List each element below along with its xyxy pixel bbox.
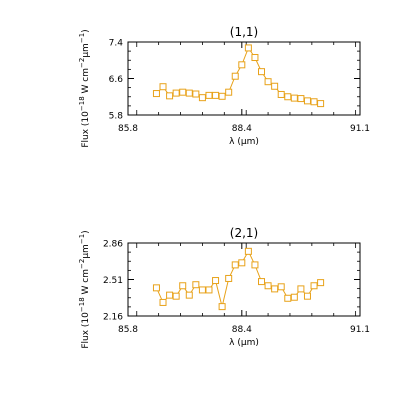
data-point bbox=[264, 78, 272, 86]
data-point bbox=[238, 259, 246, 267]
data-point bbox=[231, 72, 239, 80]
data-point bbox=[297, 285, 305, 293]
data-point bbox=[290, 94, 298, 102]
data-point bbox=[284, 93, 292, 101]
y-axis-label: Flux (10−18 W cm−2μm−1) bbox=[78, 230, 91, 348]
data-point bbox=[238, 61, 246, 69]
data-point bbox=[284, 294, 292, 302]
y-axis-label-part: μm bbox=[81, 43, 91, 58]
panel-1: (1,1) 85.8 88.4 91.1 5.8 6.6 7.4 λ (μm) Flux (10… bbox=[78, 25, 370, 148]
data-point bbox=[152, 284, 160, 292]
data-point bbox=[179, 88, 187, 96]
data-point bbox=[303, 292, 311, 300]
data-point bbox=[152, 90, 160, 98]
y-axis-label-part: W cm bbox=[81, 269, 91, 297]
x-tick-label: 85.8 bbox=[118, 325, 138, 335]
y-axis-label: Flux (10−18 W cm−2μm−1) bbox=[78, 29, 91, 147]
data-point bbox=[205, 91, 213, 99]
y-tick-label: 5.8 bbox=[109, 112, 124, 122]
y-axis-label-superscript: −1 bbox=[78, 33, 86, 43]
y-axis-label-superscript: −1 bbox=[78, 234, 86, 244]
data-point bbox=[251, 54, 259, 62]
y-axis-label-superscript: −2 bbox=[78, 259, 86, 269]
y-axis-label-part: W cm bbox=[81, 68, 91, 96]
data-point bbox=[212, 277, 220, 285]
data-point bbox=[205, 286, 213, 294]
data-point bbox=[198, 94, 206, 102]
data-point bbox=[185, 89, 193, 97]
x-axis-label: λ (μm) bbox=[229, 338, 259, 348]
data-point bbox=[277, 283, 285, 291]
y-axis-label-part: ) bbox=[81, 230, 91, 234]
data-point bbox=[198, 286, 206, 294]
data-point bbox=[264, 282, 272, 290]
y-axis-label-superscript: −2 bbox=[78, 58, 86, 68]
data-point bbox=[218, 92, 226, 100]
data-point bbox=[310, 282, 318, 290]
data-point bbox=[218, 303, 226, 311]
y-axis-label-part: Flux (10 bbox=[81, 312, 91, 349]
data-point bbox=[192, 281, 200, 289]
data-point bbox=[172, 292, 180, 300]
data-point bbox=[317, 279, 325, 287]
data-point bbox=[244, 44, 252, 52]
data-point bbox=[303, 97, 311, 105]
y-tick-label: 7.4 bbox=[109, 39, 124, 49]
panel-title: (2,1) bbox=[230, 226, 258, 240]
y-tick-label: 2.51 bbox=[103, 276, 123, 286]
data-point bbox=[231, 261, 239, 269]
data-point bbox=[179, 282, 187, 290]
data-point bbox=[159, 298, 167, 306]
data-point bbox=[271, 82, 279, 90]
data-point bbox=[212, 91, 220, 99]
data-point bbox=[290, 293, 298, 301]
data-point bbox=[297, 95, 305, 103]
y-axis-label-superscript: −18 bbox=[78, 297, 86, 312]
data-point bbox=[317, 100, 325, 108]
data-point bbox=[192, 90, 200, 98]
data-point bbox=[244, 247, 252, 255]
data-point bbox=[159, 83, 167, 91]
data-point bbox=[251, 261, 259, 269]
y-axis-label-part: Flux (10 bbox=[81, 111, 91, 148]
y-tick-label: 6.6 bbox=[109, 75, 124, 85]
x-tick-label: 85.8 bbox=[118, 124, 138, 134]
data-point bbox=[258, 68, 266, 76]
data-point bbox=[166, 92, 174, 100]
data-point bbox=[258, 278, 266, 286]
data-point bbox=[166, 291, 174, 299]
panel-2: (2,1) 85.8 88.4 91.1 2.16 2.51 2.86 λ (μm) Flux … bbox=[78, 226, 370, 349]
y-axis-label-part: μm bbox=[81, 244, 91, 259]
y-axis-label-superscript: −18 bbox=[78, 96, 86, 111]
x-tick-label: 88.4 bbox=[232, 124, 252, 134]
y-axis-label-part: ) bbox=[81, 29, 91, 33]
y-tick-label: 2.16 bbox=[103, 313, 123, 323]
data-point bbox=[225, 274, 233, 282]
x-axis-label: λ (μm) bbox=[229, 137, 259, 147]
x-tick-label: 88.4 bbox=[232, 325, 252, 335]
x-tick-label: 91.1 bbox=[350, 325, 370, 335]
data-point bbox=[277, 90, 285, 98]
data-point bbox=[185, 291, 193, 299]
x-tick-label: 91.1 bbox=[350, 124, 370, 134]
data-point bbox=[172, 89, 180, 97]
data-point bbox=[271, 285, 279, 293]
data-point bbox=[310, 98, 318, 106]
panel-title: (1,1) bbox=[230, 25, 258, 39]
data-point bbox=[225, 88, 233, 96]
y-tick-label: 2.86 bbox=[103, 240, 123, 250]
